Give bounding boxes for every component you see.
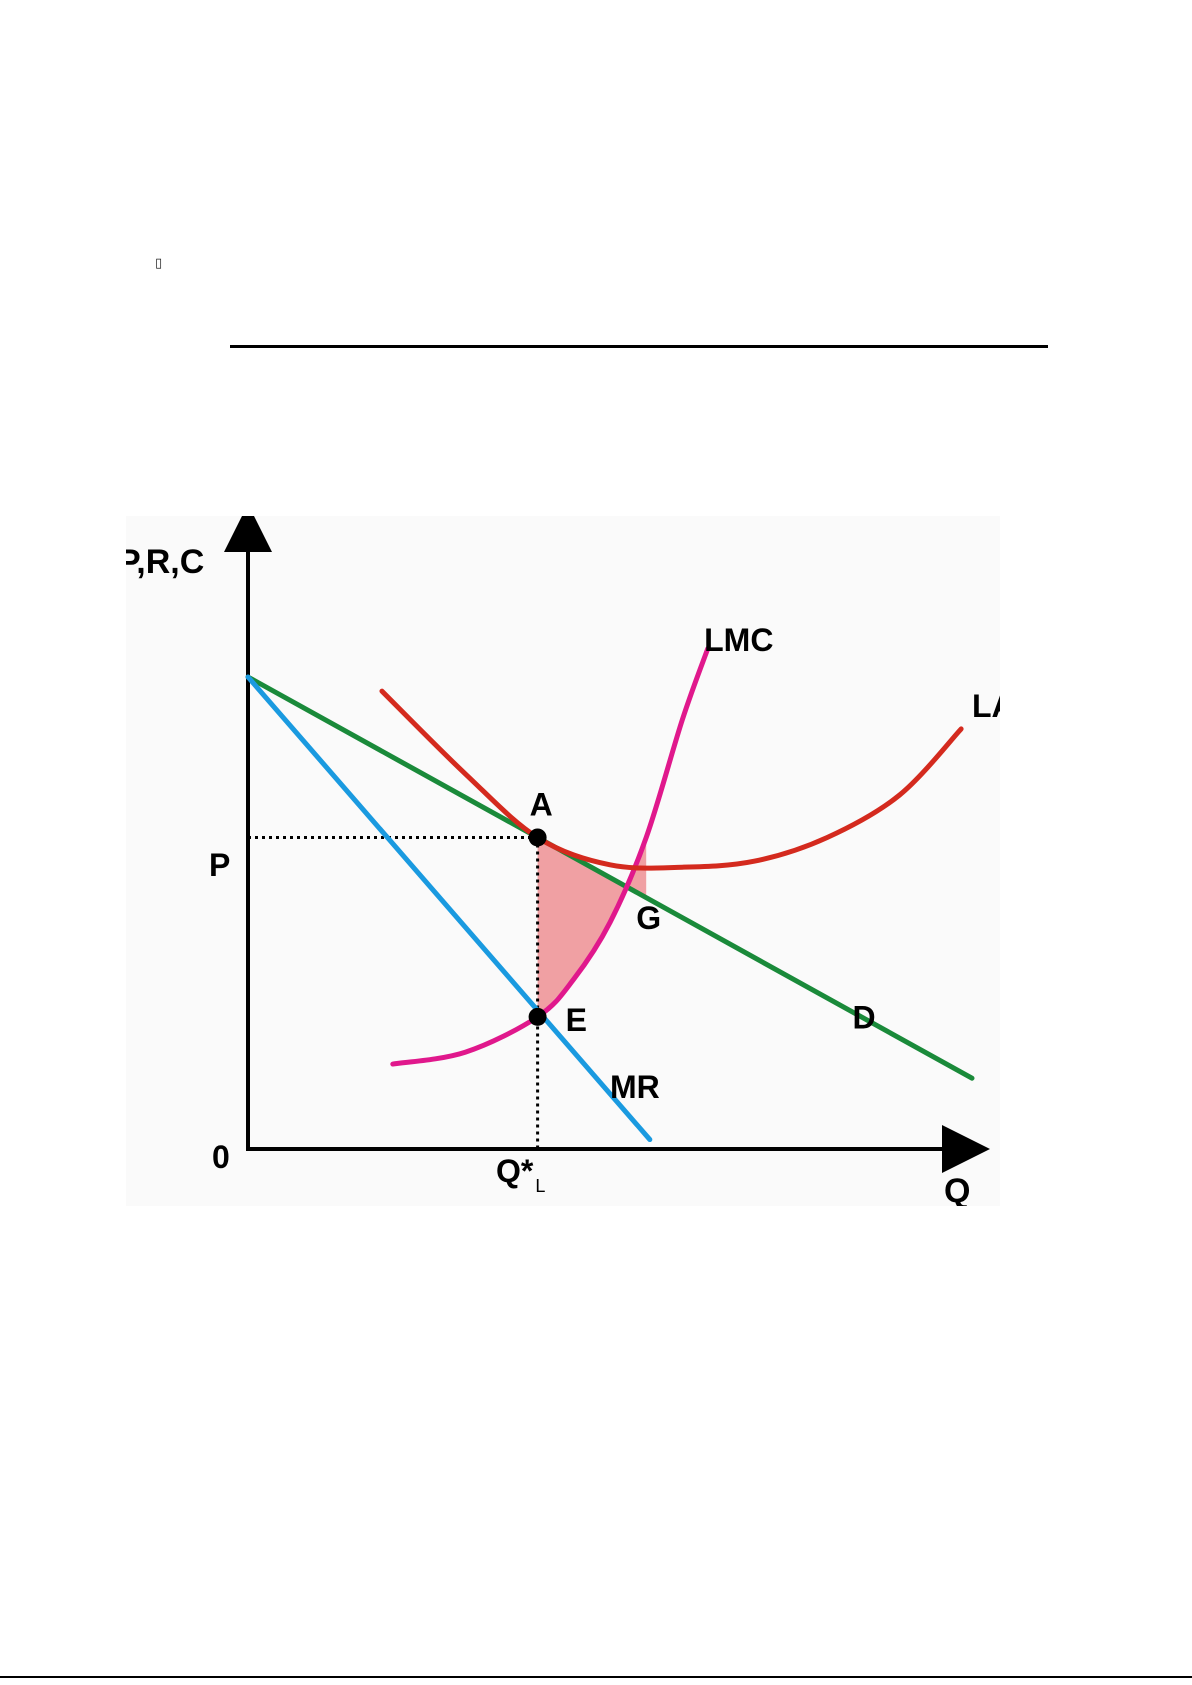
series-mr-label: MR xyxy=(610,1069,660,1105)
quantity-tick-subscript: L xyxy=(535,1176,545,1196)
quantity-tick-main: Q* xyxy=(496,1153,534,1189)
series-lac-label: LAC xyxy=(972,688,1000,724)
deadweight-loss-area xyxy=(537,837,647,1017)
point-e-marker xyxy=(528,1007,547,1026)
quantity-tick-label: Q* L xyxy=(496,1153,545,1196)
monopolistic-competition-chart: P,R,C Q 0 P Q*L D MR LMC LAC A E G xyxy=(126,516,1000,1206)
chart-svg: P,R,C Q 0 P Q*L D MR LMC LAC A E G xyxy=(126,516,1000,1206)
unknown-glyph: ▯ xyxy=(155,256,163,271)
series-mr-line xyxy=(245,674,653,1143)
y-axis-label: P,R,C xyxy=(126,543,204,581)
x-axis-label: Q xyxy=(944,1172,970,1206)
origin-label: 0 xyxy=(212,1139,230,1175)
header-rule xyxy=(230,345,1048,348)
footer-rule xyxy=(0,1676,1192,1678)
point-e-label: E xyxy=(566,1002,587,1038)
series-lmc-line xyxy=(390,646,711,1067)
series-lac-line xyxy=(379,688,964,871)
series-lmc-label: LMC xyxy=(704,622,773,658)
series-d-line xyxy=(245,674,975,1081)
annotation-g-label: G xyxy=(636,900,661,936)
price-tick-label: P xyxy=(209,847,230,883)
point-a-marker xyxy=(528,828,547,847)
point-a-label: A xyxy=(530,786,553,822)
series-d-label: D xyxy=(853,1000,876,1036)
